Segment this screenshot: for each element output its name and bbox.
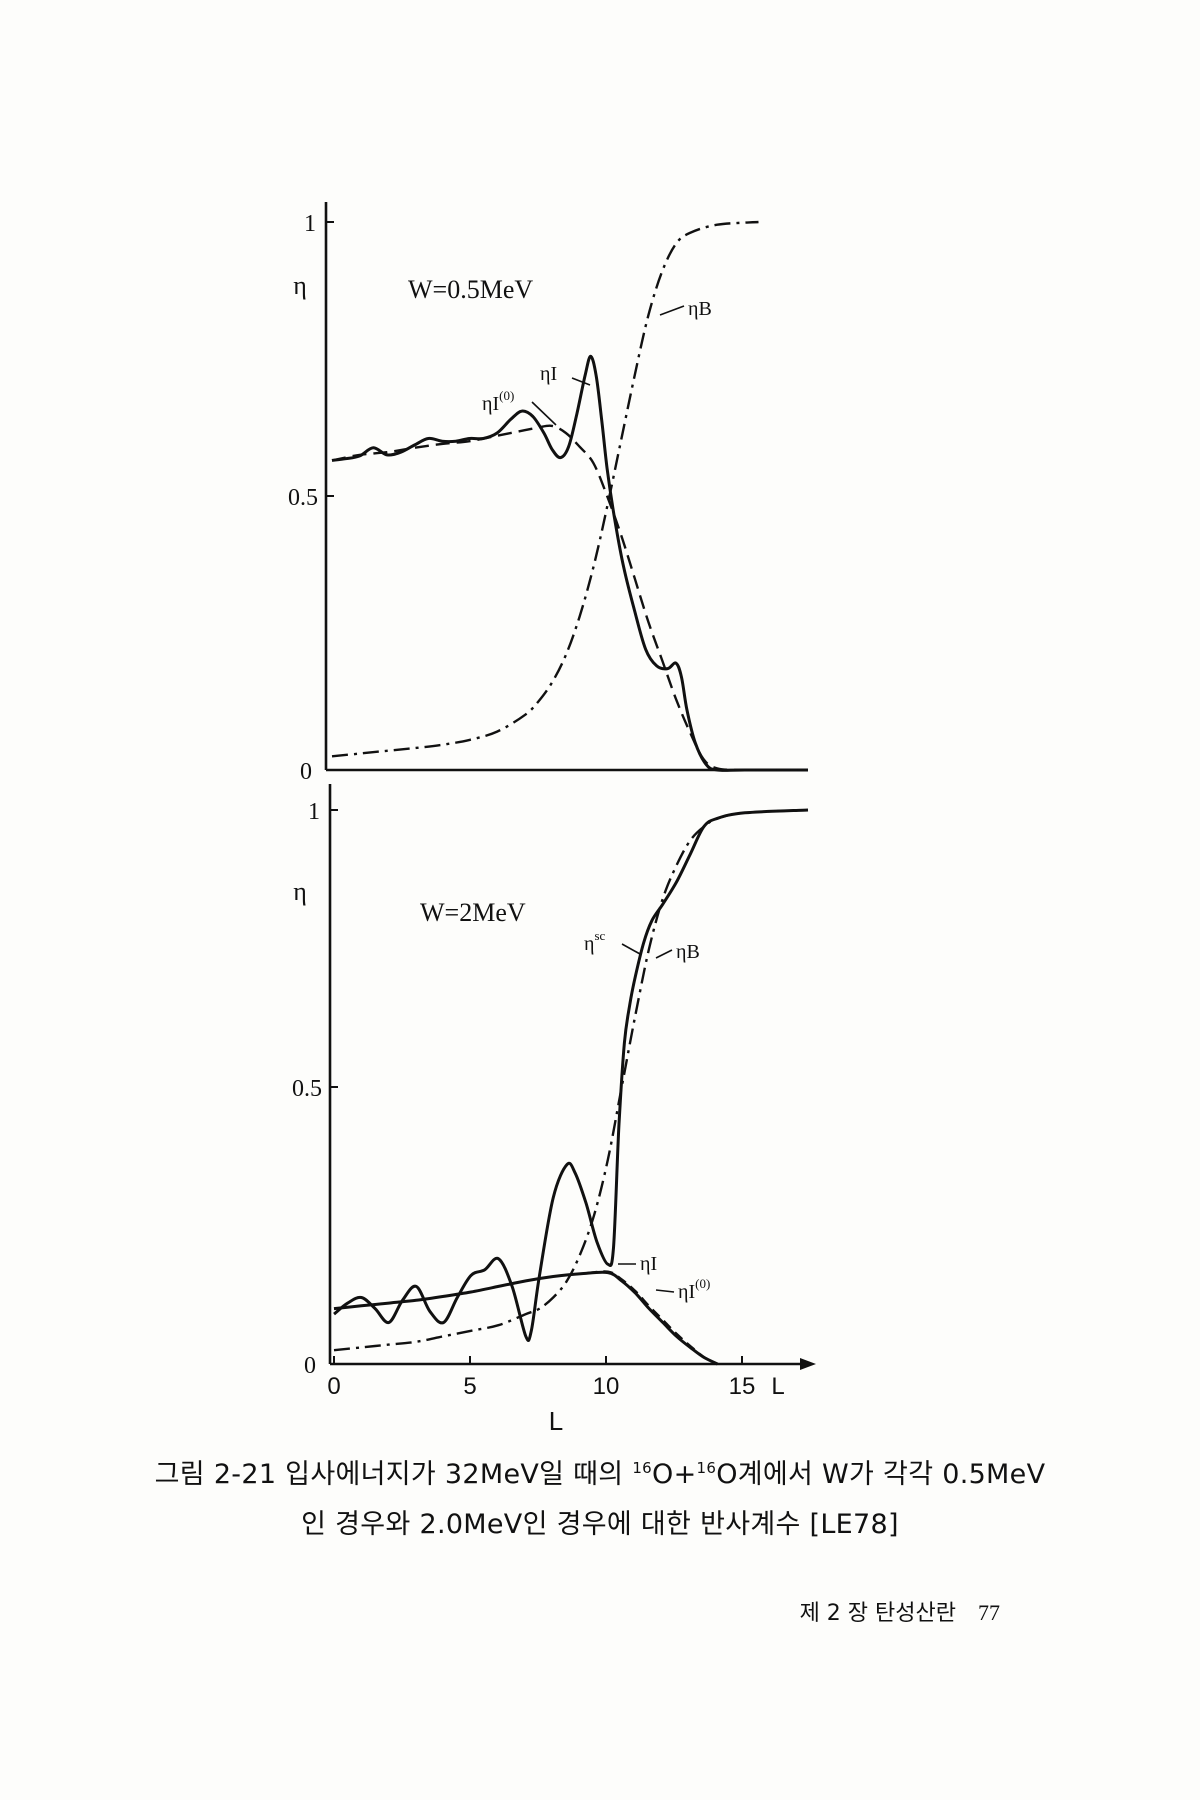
caption-suffix: O계에서 W가 각각 0.5MeV xyxy=(716,1459,1046,1490)
bottom-y-axis-label: η xyxy=(293,877,307,906)
bottom-x-axis-label: L xyxy=(549,1406,563,1436)
bottom-label-eta-i0: ηI(0) xyxy=(678,1276,710,1303)
bottom-x-ticks: 0 5 10 15 L xyxy=(327,1356,785,1400)
caption-superscript-2: 16 xyxy=(696,1459,717,1477)
top-y-axis-label: η xyxy=(293,271,307,300)
bottom-y-tick-label-1: 1 xyxy=(308,799,320,825)
bottom-x-tick-label-5: 5 xyxy=(463,1373,476,1400)
bottom-x-axis-end-label: L xyxy=(771,1373,784,1400)
top-label-eta-b: ηB xyxy=(688,298,712,320)
top-label-eta-i0: ηI(0) xyxy=(482,388,514,415)
top-y-tick-label-1: 1 xyxy=(304,211,316,237)
top-label-eta-i: ηI xyxy=(540,363,557,385)
bottom-series-eta-sc xyxy=(333,808,809,1342)
top-chart-title: W=0.5MeV xyxy=(408,275,533,304)
top-pointer-eta-i0 xyxy=(531,401,557,426)
bottom-x-tick-label-0: 0 xyxy=(327,1373,340,1400)
top-y-tick-label-05: 0.5 xyxy=(288,485,318,511)
bottom-label-eta-i: ηI xyxy=(640,1253,657,1275)
bottom-pointer-eta-sc xyxy=(621,943,641,955)
bottom-label-eta-sc: ηsc xyxy=(584,928,606,955)
figure-caption-line-2: 인 경우와 2.0MeV인 경우에 대한 반사계수 [LE78] xyxy=(301,1509,899,1540)
top-y-tick-label-0: 0 xyxy=(300,759,312,785)
bottom-pointer-eta-b xyxy=(655,949,673,959)
bottom-series-eta-i0 xyxy=(333,1270,719,1365)
bottom-label-eta-b: ηB xyxy=(676,941,700,963)
page-number: 77 xyxy=(978,1600,1000,1625)
top-pointer-eta-i xyxy=(571,377,591,386)
bottom-y-tick-label-05: 0.5 xyxy=(292,1076,322,1102)
caption-prefix: 그림 2-21 입사에너지가 32MeV일 때의 xyxy=(154,1459,633,1490)
bottom-x-axis-arrow xyxy=(800,1358,816,1370)
bottom-y-tick-label-0: 0 xyxy=(304,1353,316,1379)
page-footer: 제 2 장 탄성산란 77 xyxy=(800,1595,1000,1627)
figure-caption-line-1: 그림 2-21 입사에너지가 32MeV일 때의 16O+16O계에서 W가 각… xyxy=(0,1452,1200,1491)
bottom-series-eta-b xyxy=(333,808,809,1352)
figure: 0 0.5 1 η W=0.5MeV ηB ηI ηI(0) 0 0.5 1 η… xyxy=(288,202,816,1436)
top-series-eta-i0 xyxy=(331,424,809,772)
bottom-x-tick-label-10: 10 xyxy=(593,1373,620,1400)
top-series-eta-b xyxy=(331,220,759,758)
bottom-x-tick-label-15: 15 xyxy=(729,1373,756,1400)
top-chart-panel: 0 0.5 1 η W=0.5MeV ηB ηI ηI(0) xyxy=(288,202,809,785)
bottom-chart-panel: 0 0.5 1 η W=2MeV 0 5 10 15 L L ηsc ηB ηI… xyxy=(292,784,816,1436)
caption-mid: O+ xyxy=(652,1459,697,1490)
top-pointer-eta-b xyxy=(659,305,685,316)
footer-chapter: 제 2 장 탄성산란 xyxy=(799,1601,956,1626)
top-series-eta-i xyxy=(331,354,808,772)
bottom-chart-title: W=2MeV xyxy=(420,898,526,927)
bottom-pointer-eta-i0 xyxy=(655,1289,675,1293)
caption-superscript-1: 16 xyxy=(632,1459,653,1477)
